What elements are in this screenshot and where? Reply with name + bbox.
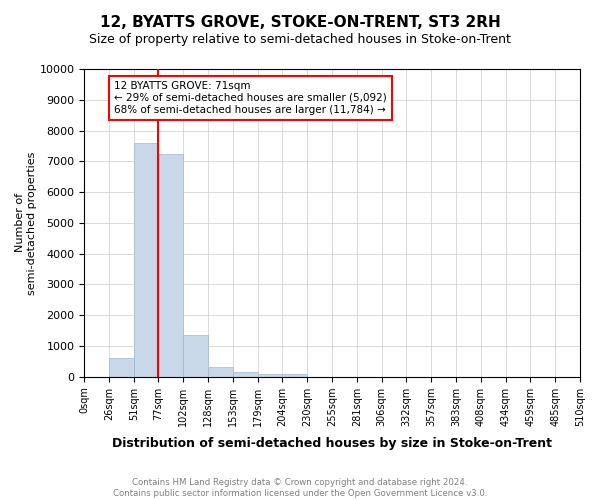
Text: Contains HM Land Registry data © Crown copyright and database right 2024.
Contai: Contains HM Land Registry data © Crown c… (113, 478, 487, 498)
Text: 12, BYATTS GROVE, STOKE-ON-TRENT, ST3 2RH: 12, BYATTS GROVE, STOKE-ON-TRENT, ST3 2R… (100, 15, 500, 30)
X-axis label: Distribution of semi-detached houses by size in Stoke-on-Trent: Distribution of semi-detached houses by … (112, 437, 552, 450)
Bar (158, 154, 183, 376)
Bar (208, 366, 233, 376)
Text: Size of property relative to semi-detached houses in Stoke-on-Trent: Size of property relative to semi-detach… (89, 32, 511, 46)
Bar (233, 372, 257, 376)
Bar (109, 358, 134, 376)
Bar (257, 374, 283, 376)
Bar (283, 374, 307, 376)
Text: 12 BYATTS GROVE: 71sqm
← 29% of semi-detached houses are smaller (5,092)
68% of : 12 BYATTS GROVE: 71sqm ← 29% of semi-det… (114, 82, 386, 114)
Bar (134, 143, 158, 376)
Bar (183, 335, 208, 376)
Y-axis label: Number of
semi-detached properties: Number of semi-detached properties (15, 151, 37, 294)
